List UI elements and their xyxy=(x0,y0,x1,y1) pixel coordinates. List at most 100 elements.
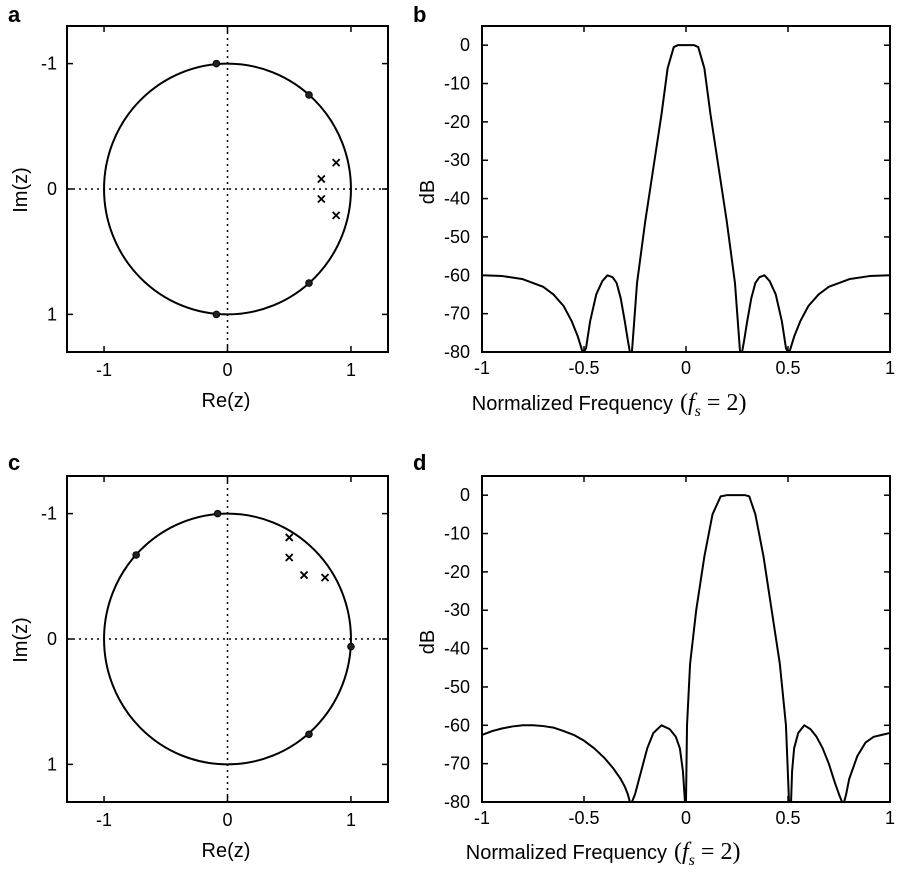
panel-a-pole-marker xyxy=(332,211,341,220)
panel-a-y-tick-label: 0 xyxy=(47,179,57,199)
panel-d-y-tick-label: -40 xyxy=(444,639,470,659)
panel-a-zero-marker xyxy=(212,310,221,319)
panel-a: -1 -1 0 0 1 1 xyxy=(41,25,389,380)
panel-d-axes-frame xyxy=(481,475,891,803)
panel-b: -1 -0.5 0 0.5 1 0 -10 -20 -30 -40 -50 -60 -70 -80 xyxy=(444,25,895,378)
pole-stroke xyxy=(332,158,341,167)
panel-a-zero-marker xyxy=(305,91,313,99)
pole-stroke xyxy=(285,533,294,542)
panel-c-xlabel: Re(z) xyxy=(202,840,251,862)
panel-a-xlabel: Re(z) xyxy=(202,390,251,412)
panel-b-x-tick-label: 0.5 xyxy=(775,358,800,378)
panel-d-x-tick-label: -0.5 xyxy=(568,808,599,828)
panel-b-xlabel-math: (fs = 2) xyxy=(680,390,746,420)
panel-d-y-tick-label: 0 xyxy=(460,485,470,505)
panel-d-y-tick-label: -50 xyxy=(444,677,470,697)
panel-a-x-tick-label: -1 xyxy=(96,360,112,380)
pole-stroke xyxy=(332,211,341,220)
panel-b-x-tick-label: -0.5 xyxy=(568,358,599,378)
panel-d-y-tick-label: -20 xyxy=(444,562,470,582)
panel-b-axes-frame xyxy=(481,25,891,353)
panel-a-y-tick-label: 1 xyxy=(47,304,57,324)
panel-c-y-tick-label: -1 xyxy=(41,504,57,524)
panel-b-response-curve xyxy=(481,44,891,353)
panel-c-pole-marker xyxy=(285,533,294,542)
panel-c-pole-marker xyxy=(285,553,294,562)
panel-c-zero-marker xyxy=(213,509,222,518)
panel-d-y-tick-label: -80 xyxy=(444,792,470,812)
panel-a-unit-circle xyxy=(103,62,352,316)
panel-c-zero-marker xyxy=(347,642,355,651)
pole-stroke xyxy=(317,194,326,204)
panel-b-xlabel-group: Normalized Frequency (fs = 2) xyxy=(472,390,747,420)
math-open-paren: ( xyxy=(674,839,682,865)
panel-d-xlabel-group: Normalized Frequency (fs = 2) xyxy=(466,839,741,869)
math-equals-2: = 2) xyxy=(701,390,747,416)
pole-stroke xyxy=(299,570,309,580)
panel-a-axes-frame xyxy=(66,25,389,353)
panel-c-x-tick-label: -1 xyxy=(96,810,112,830)
math-open-paren: ( xyxy=(680,390,688,416)
panel-a-x-tick-label: 0 xyxy=(222,360,232,380)
pole-stroke xyxy=(317,174,326,184)
panel-letter-b: b xyxy=(413,2,426,27)
panel-d: -1 -0.5 0 0.5 1 0 -10 -20 -30 -40 -50 -60 -70 -80 xyxy=(444,475,895,828)
panel-c-pole-marker xyxy=(320,573,330,582)
panel-b-x-tick-label: 0 xyxy=(681,358,691,378)
panel-c-axes-frame xyxy=(66,475,389,803)
pole-stroke xyxy=(320,573,330,582)
math-subscript-s: s xyxy=(695,403,701,420)
panel-a-zero-marker xyxy=(212,59,221,68)
panel-b-y-tick-label: -30 xyxy=(444,150,470,170)
panel-a-x-tick-label: 1 xyxy=(346,360,356,380)
panel-a-pole-marker xyxy=(317,194,326,204)
math-equals-2: = 2) xyxy=(695,839,741,865)
panel-d-x-tick-label: 1 xyxy=(885,808,895,828)
panel-d-y-tick-label: -70 xyxy=(444,754,470,774)
panel-letter-d: d xyxy=(413,450,426,475)
panel-b-y-tick-label: -50 xyxy=(444,227,470,247)
panel-b-x-tick-label: -1 xyxy=(474,358,490,378)
panel-a-y-tick-label: -1 xyxy=(41,54,57,74)
pole-stroke xyxy=(285,553,294,562)
panel-c-x-tick-label: 0 xyxy=(222,810,232,830)
panel-d-ylabel: dB xyxy=(417,630,439,654)
panel-b-y-tick-label: -40 xyxy=(444,189,470,209)
panel-d-y-tick-label: -30 xyxy=(444,600,470,620)
panel-b-ylabel: dB xyxy=(417,180,439,204)
panel-d-response-curve xyxy=(481,494,891,803)
panel-b-y-tick-label: -80 xyxy=(444,342,470,362)
panel-b-xlabel: Normalized Frequency xyxy=(472,393,673,415)
panel-b-x-tick-label: 1 xyxy=(885,358,895,378)
panel-c-unit-circle xyxy=(103,512,352,766)
panel-a-zero-marker xyxy=(305,279,313,287)
panel-b-y-tick-label: -60 xyxy=(444,265,470,285)
panel-a-ylabel: Im(z) xyxy=(10,167,32,213)
panel-d-y-tick-label: -60 xyxy=(444,715,470,735)
panel-b-y-tick-label: -70 xyxy=(444,304,470,324)
math-f-symbol: f xyxy=(688,390,698,416)
panel-c-ylabel: Im(z) xyxy=(10,617,32,663)
panel-d-x-tick-label: 0.5 xyxy=(775,808,800,828)
panel-d-x-tick-label: -1 xyxy=(474,808,490,828)
panel-c-zero-marker xyxy=(132,551,140,559)
panel-d-xlabel-math: (fs = 2) xyxy=(674,839,740,869)
math-f-symbol: f xyxy=(682,839,692,865)
panel-b-y-tick-label: -10 xyxy=(444,74,470,94)
panel-c: -1 -1 0 0 1 1 xyxy=(41,475,389,830)
panel-b-y-tick-label: 0 xyxy=(460,35,470,55)
panel-letter-a: a xyxy=(8,2,21,27)
panel-c-x-tick-label: 1 xyxy=(346,810,356,830)
panel-b-y-tick-label: -20 xyxy=(444,112,470,132)
panel-c-pole-marker xyxy=(299,570,309,580)
panel-c-zero-marker xyxy=(305,730,313,739)
panel-d-x-tick-label: 0 xyxy=(681,808,691,828)
panel-a-pole-marker xyxy=(317,174,326,184)
panel-d-xlabel: Normalized Frequency xyxy=(466,842,667,864)
panel-letter-c: c xyxy=(8,450,20,475)
panel-c-y-tick-label: 0 xyxy=(47,629,57,649)
panel-c-y-tick-label: 1 xyxy=(47,754,57,774)
